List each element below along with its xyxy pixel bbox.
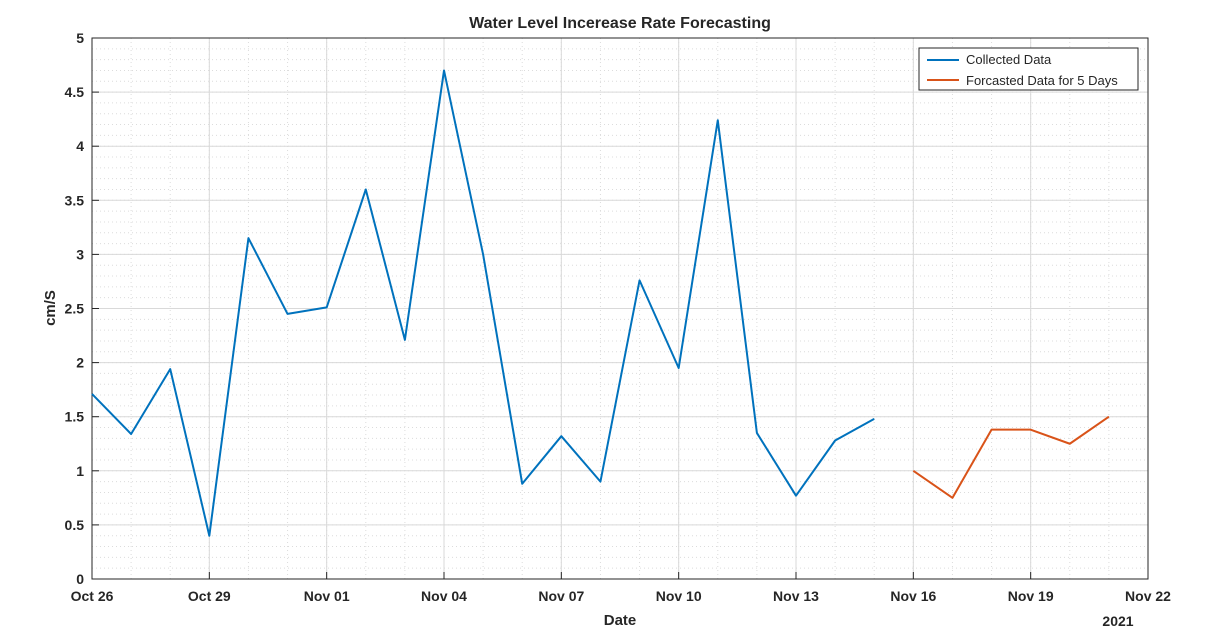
x-axis-year-label: 2021 <box>1102 613 1133 629</box>
y-tick-label: 1 <box>76 463 84 479</box>
y-tick-label: 2 <box>76 355 84 371</box>
x-axis-ticks: Oct 26 Oct 29 Nov 01 Nov 04 Nov 07 Nov 10 Nov … <box>71 572 1171 604</box>
x-tick-label: Oct 26 <box>71 588 114 604</box>
x-tick-label: Nov 01 <box>304 588 350 604</box>
x-axis-label: Date <box>604 612 637 629</box>
y-axis-ticks: 0 0.5 1 1.5 2 2.5 3 3.5 4 4.5 5 <box>65 30 99 587</box>
y-tick-label: 1.5 <box>65 409 85 425</box>
major-grid <box>91 37 1149 580</box>
x-tick-label: Nov 19 <box>1008 588 1054 604</box>
x-tick-label: Nov 10 <box>656 588 702 604</box>
legend-label-collected: Collected Data <box>966 52 1052 67</box>
x-tick-label: Oct 29 <box>188 588 231 604</box>
legend: Collected Data Forcasted Data for 5 Days <box>918 47 1139 91</box>
legend-box <box>918 47 1139 91</box>
series-layer <box>91 69 1110 537</box>
legend-label-forecast: Forcasted Data for 5 Days <box>966 73 1118 88</box>
x-tick-label: Nov 22 <box>1125 588 1171 604</box>
y-tick-label: 0.5 <box>65 517 85 533</box>
series-line-collected <box>91 69 875 537</box>
y-tick-label: 4.5 <box>65 84 85 100</box>
y-tick-label: 4 <box>76 138 84 154</box>
y-axis-label: cm/S <box>42 290 59 326</box>
y-tick-label: 2.5 <box>65 301 85 317</box>
x-tick-label: Nov 07 <box>538 588 584 604</box>
y-tick-label: 5 <box>76 30 84 46</box>
y-tick-label: 0 <box>76 571 84 587</box>
y-tick-label: 3 <box>76 246 84 262</box>
series-line-forecast <box>912 415 1110 499</box>
x-tick-label: Nov 16 <box>890 588 936 604</box>
chart-title: Water Level Incerease Rate Forecasting <box>469 15 771 32</box>
x-tick-label: Nov 13 <box>773 588 819 604</box>
y-tick-label: 3.5 <box>65 192 85 208</box>
x-tick-label: Nov 04 <box>421 588 467 604</box>
